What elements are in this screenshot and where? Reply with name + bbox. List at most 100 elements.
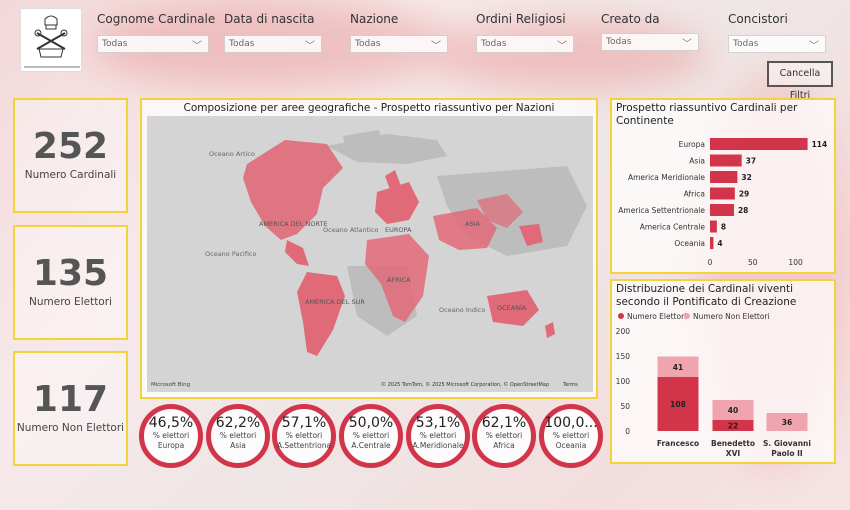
filter-nazione: Nazione Todas ﹀ xyxy=(350,12,448,53)
column-segment[interactable] xyxy=(712,420,754,431)
x-tick-label: 100 xyxy=(788,258,803,267)
bar-category-label: Europa xyxy=(679,140,705,149)
dropdown-value: Todas xyxy=(481,39,507,49)
column-segment[interactable] xyxy=(657,377,699,431)
dropdown-value: Todas xyxy=(606,37,632,47)
ring-oceania: 100,0... % elettori Oceania xyxy=(539,404,603,468)
chevron-down-icon: ﹀ xyxy=(192,41,202,52)
ring-asia: 62,2% % elettori Asia xyxy=(206,404,270,468)
map-label-artico: Oceano Artico xyxy=(209,150,255,158)
data-nascita-dropdown[interactable]: Todas ﹀ xyxy=(224,35,322,53)
bar-value-label: 114 xyxy=(812,140,828,149)
column-segment[interactable] xyxy=(766,413,808,431)
bar-category-label: America Settentrionale xyxy=(618,206,705,215)
bar-category-label: Asia xyxy=(689,157,705,166)
map-label-atlantico: Oceano Atlantico xyxy=(323,226,379,234)
x-tick-label: 0 xyxy=(708,258,713,267)
creato-da-dropdown[interactable]: Todas ﹀ xyxy=(601,33,699,51)
legend-marker xyxy=(618,313,624,319)
map-title: Composizione per aree geografiche - Pros… xyxy=(183,102,555,114)
dropdown-value: Todas xyxy=(355,39,381,49)
ring-percent: 57,1% xyxy=(281,415,327,431)
ring-percent: 62,2% xyxy=(215,415,261,431)
column-category-label: Paolo II xyxy=(771,449,803,458)
continent-bar-chart: Europa 114 Asia 37 America Meridionale 32 Afri… xyxy=(618,138,828,267)
clear-filters-button[interactable]: Cancella Filtri xyxy=(767,61,833,101)
filter-data-nascita: Data di nascita Todas ﹀ xyxy=(224,12,322,53)
y-tick-label: 0 xyxy=(625,427,630,436)
bar-category-label: Oceania xyxy=(674,239,705,248)
kpi-value: 252 xyxy=(32,126,109,167)
bar-value-label: 4 xyxy=(717,239,722,248)
legend-marker xyxy=(684,313,690,319)
ring-label: % elettori xyxy=(419,431,457,440)
kpi-card-non-elettori: 117 Numero Non Elettori xyxy=(13,351,128,466)
bar[interactable] xyxy=(710,204,734,216)
legend-label: Numero Non Elettori xyxy=(693,312,770,321)
map-label-europa: EUROPA xyxy=(385,226,412,234)
bar[interactable] xyxy=(710,154,742,167)
filter-label: Cognome Cardinale xyxy=(97,12,216,26)
ring-area: Asia xyxy=(230,441,246,450)
filter-creato-da: Creato da Todas ﹀ xyxy=(601,12,699,51)
bar-value-label: 32 xyxy=(741,173,751,182)
column-category-label: Benedetto xyxy=(711,439,755,448)
map-label-asia: ASIA xyxy=(465,220,480,228)
filter-label: Concistori xyxy=(728,12,788,26)
ring-percent: 62,1% xyxy=(481,415,527,431)
column-category-label: S. Giovanni xyxy=(763,439,811,448)
y-tick-label: 150 xyxy=(616,352,631,361)
world-map[interactable]: Oceano Artico AMERICA DEL NORTE Oceano P… xyxy=(147,116,593,392)
column-segment[interactable] xyxy=(712,400,754,420)
pontificato-column-chart: Numero Elettori Numero Non Elettori 0 50 100… xyxy=(616,312,811,458)
ring-area: A.Settentrional xyxy=(277,441,331,450)
cognome-dropdown[interactable]: Todas ﹀ xyxy=(97,35,209,53)
chevron-down-icon: ﹀ xyxy=(557,41,567,52)
filter-label: Nazione xyxy=(350,12,399,26)
background-blob xyxy=(430,20,710,90)
ring-label: % elettori xyxy=(485,431,523,440)
filter-label: Data di nascita xyxy=(224,12,315,26)
column-chart-title: Distribuzione dei Cardinali viventi seco… xyxy=(616,283,797,308)
ring-area: A.Centrale xyxy=(351,441,391,450)
bar[interactable] xyxy=(710,237,714,249)
filter-label: Ordini Religiosi xyxy=(476,12,566,26)
nazione-dropdown[interactable]: Todas ﹀ xyxy=(350,35,448,53)
ring-percent: 100,0... xyxy=(544,415,598,431)
bing-logo: Microsoft Bing xyxy=(151,382,190,388)
map-label-africa: ÁFRICA xyxy=(387,275,411,284)
ring-label: % elettori xyxy=(352,431,390,440)
y-tick-label: 50 xyxy=(620,402,630,411)
column-value-label: 108 xyxy=(670,400,686,409)
map-label-indico: Oceano Indico xyxy=(439,306,485,314)
ring-area: Europa xyxy=(157,441,185,450)
ring-africa: 62,1% % elettori Africa xyxy=(472,404,536,468)
map-credits: © 2025 TomTom, © 2025 Microsoft Corporat… xyxy=(381,381,549,388)
bar[interactable] xyxy=(710,220,717,233)
concistori-dropdown[interactable]: Todas ﹀ xyxy=(728,35,826,53)
column-segment[interactable] xyxy=(657,356,699,378)
filter-ordini: Ordini Religiosi Todas ﹀ xyxy=(476,12,574,53)
ordini-dropdown[interactable]: Todas ﹀ xyxy=(476,35,574,53)
dropdown-value: Todas xyxy=(102,39,128,49)
ring-percent: 46,5% xyxy=(148,415,194,431)
bar[interactable] xyxy=(710,138,808,150)
vatican-logo xyxy=(20,8,82,72)
y-tick-label: 200 xyxy=(616,327,631,336)
coat-of-arms-icon xyxy=(34,15,68,58)
column-value-label: 40 xyxy=(728,406,738,415)
ring-centrale: 50,0% % elettori A.Centrale xyxy=(339,404,403,468)
bar[interactable] xyxy=(710,171,738,183)
bar[interactable] xyxy=(710,187,735,200)
column-value-label: 36 xyxy=(782,418,792,427)
kpi-card-cardinali: 252 Numero Cardinali xyxy=(13,98,128,213)
kpi-value: 135 xyxy=(32,253,109,294)
bar-value-label: 37 xyxy=(746,157,756,166)
filter-concistori: Concistori Todas ﹀ xyxy=(728,12,826,53)
filter-cognome: Cognome Cardinale Todas ﹀ xyxy=(97,12,215,53)
y-tick-label: 100 xyxy=(616,377,631,386)
ring-percent: 50,0% xyxy=(348,415,394,431)
map-terms-link: Terms xyxy=(562,382,578,388)
dropdown-value: Todas xyxy=(229,39,255,49)
chevron-down-icon: ﹀ xyxy=(682,39,692,50)
